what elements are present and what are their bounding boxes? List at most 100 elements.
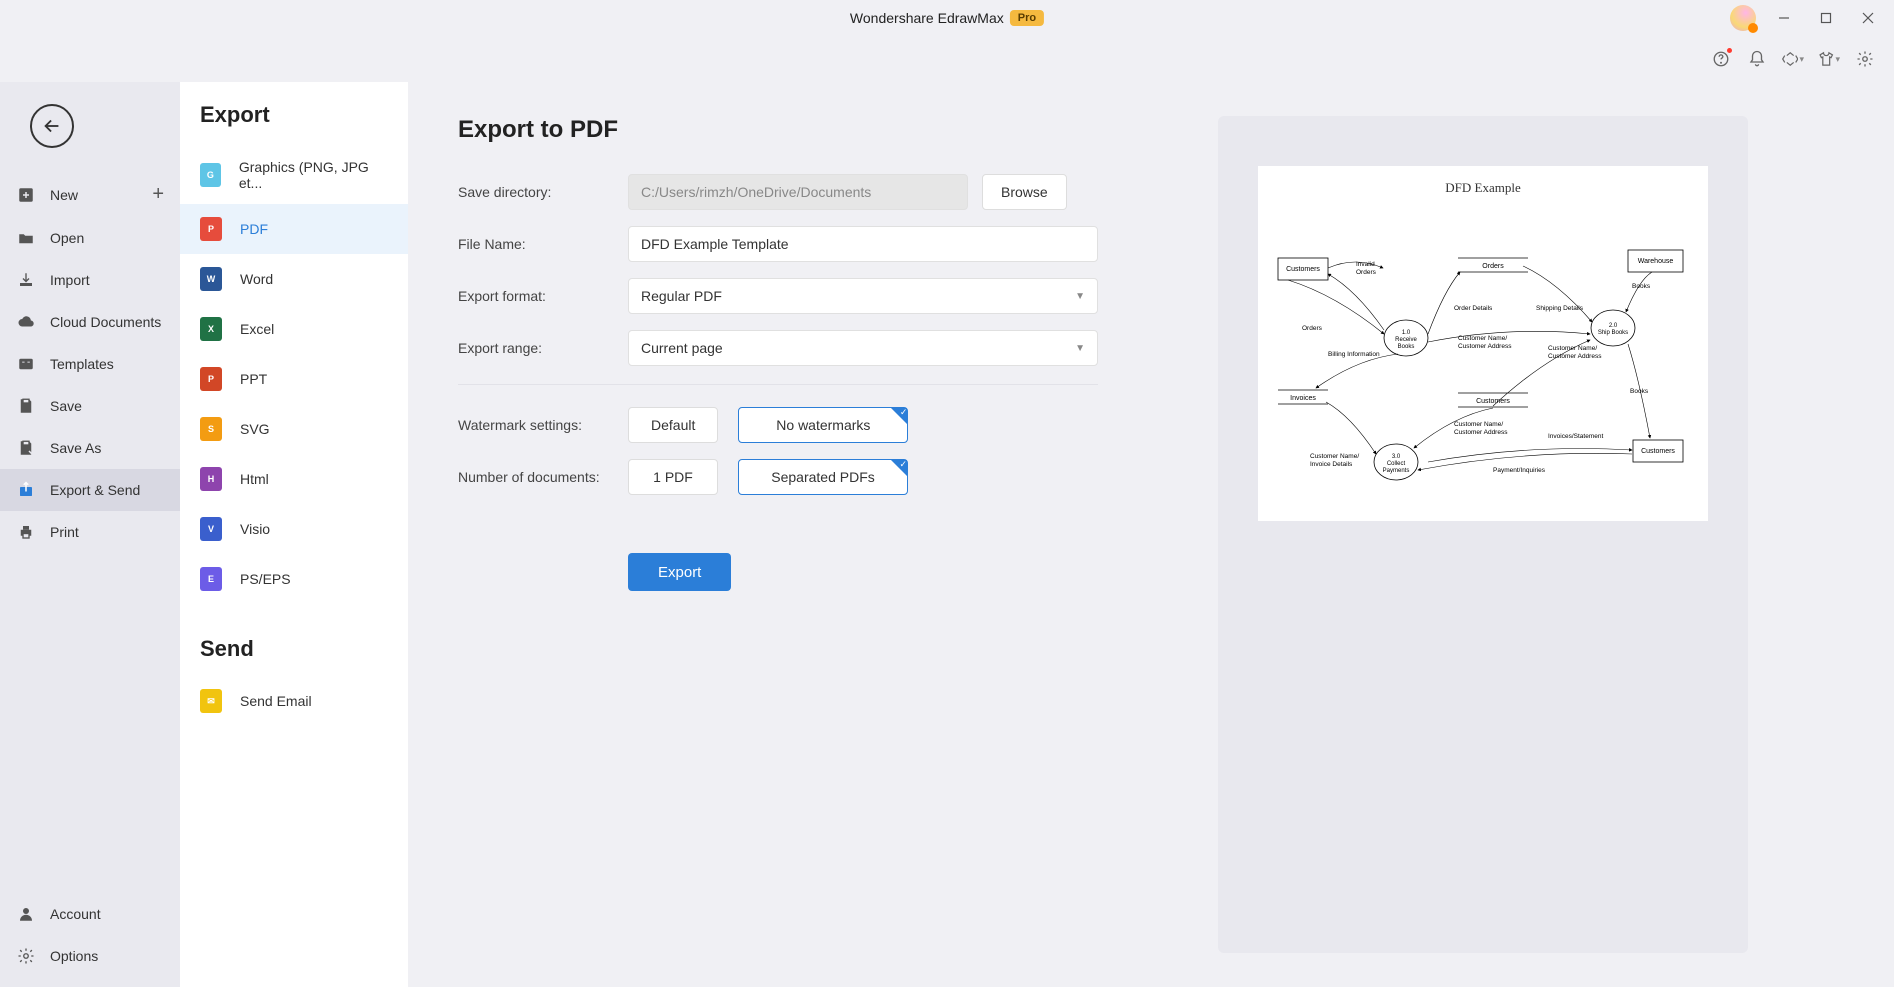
svg-text:Customer Name/: Customer Name/ [1548,345,1597,352]
minimize-button[interactable] [1770,6,1798,30]
nav-item-print[interactable]: Print [0,511,180,553]
svg-text:Customer Address: Customer Address [1454,429,1508,436]
shirt-icon[interactable]: ▾ [1818,48,1840,70]
nav-item-open[interactable]: Open [0,217,180,259]
nav-label: Cloud Documents [50,314,161,330]
nav-label: Save As [50,440,101,456]
send-heading: Send [180,604,408,676]
range-select[interactable]: Current page ▼ [628,330,1098,366]
nav-label: Save [50,398,82,414]
folder-icon [16,228,36,248]
file-icon: W [200,267,222,291]
nav-label: Import [50,272,90,288]
print-icon [16,522,36,542]
nav-item-import[interactable]: Import [0,259,180,301]
nav-item-export-send[interactable]: Export & Send [0,469,180,511]
export-type-label: Word [240,271,273,287]
svg-text:Invoice Details: Invoice Details [1310,461,1353,468]
nav-item-templates[interactable]: Templates [0,343,180,385]
nav-item-cloud-documents[interactable]: Cloud Documents [0,301,180,343]
format-label: Export format: [458,288,628,304]
chevron-down-icon: ▼ [1075,291,1085,302]
watermark-option-0[interactable]: Default [628,407,718,443]
range-label: Export range: [458,340,628,356]
keyboard-icon[interactable]: ▾ [1782,48,1804,70]
numdocs-option-0[interactable]: 1 PDF [628,459,718,495]
svg-text:Invoices/Statement: Invoices/Statement [1548,433,1603,440]
svg-text:Customer Name/: Customer Name/ [1310,453,1359,460]
export-type-svg[interactable]: SSVG [180,404,408,454]
svg-text:Payments: Payments [1383,468,1410,474]
numdocs-option-1[interactable]: Separated PDFs [738,459,908,495]
nav-label: Export & Send [50,482,140,498]
save-icon [16,396,36,416]
maximize-button[interactable] [1812,6,1840,30]
export-type-label: PS/EPS [240,571,291,587]
app-name-text: Wondershare EdrawMax [850,10,1004,26]
format-select[interactable]: Regular PDF ▼ [628,278,1098,314]
svg-text:Ship Books: Ship Books [1598,330,1628,336]
save-dir-label: Save directory: [458,184,628,200]
export-type-ppt[interactable]: P PPT [180,354,408,404]
titlebar: Wondershare EdrawMax Pro [0,0,1894,36]
export-type-label: Visio [240,521,270,537]
export-type-html[interactable]: HHtml [180,454,408,504]
plus-icon[interactable]: + [152,183,164,206]
export-button[interactable]: Export [628,553,731,591]
templates-icon [16,354,36,374]
export-type-word[interactable]: W Word [180,254,408,304]
export-type-label: PDF [240,221,268,237]
back-button[interactable] [30,104,74,148]
file-icon: S [200,417,222,441]
send-item-label: Send Email [240,693,312,709]
export-type-excel[interactable]: X Excel [180,304,408,354]
user-avatar[interactable] [1730,5,1756,31]
gear-icon [16,946,36,966]
nav-item-new[interactable]: New + [0,172,180,217]
numdocs-label: Number of documents: [458,469,628,485]
nav-label: Templates [50,356,114,372]
watermark-option-1[interactable]: No watermarks [738,407,908,443]
save-dir-input [628,174,968,210]
svg-text:Books: Books [1632,283,1651,290]
export-type-graphics-png-jpg-et[interactable]: GGraphics (PNG, JPG et... [180,146,408,204]
range-value: Current page [641,340,723,356]
mail-icon: ✉ [200,689,222,713]
svg-text:Customer Name/: Customer Name/ [1454,421,1503,428]
export-type-label: Graphics (PNG, JPG et... [239,159,388,191]
export-type-ps-eps[interactable]: EPS/EPS [180,554,408,604]
browse-button[interactable]: Browse [982,174,1067,210]
nav-item-save[interactable]: Save [0,385,180,427]
svg-text:Customers: Customers [1286,266,1320,273]
svg-text:Collect: Collect [1387,461,1406,467]
export-type-pdf[interactable]: PPDF [180,204,408,254]
svg-text:1.0: 1.0 [1402,330,1411,336]
svg-text:Orders: Orders [1482,263,1504,270]
bell-icon[interactable] [1746,48,1768,70]
svg-text:Orders: Orders [1302,325,1323,332]
svg-text:Customer Address: Customer Address [1458,343,1512,350]
pro-badge: Pro [1010,10,1044,26]
preview-page: DFD Example CustomersWarehouseCustomersO… [1258,166,1708,521]
file-name-input[interactable] [628,226,1098,262]
export-type-visio[interactable]: VVisio [180,504,408,554]
export-type-label: PPT [240,371,267,387]
help-icon[interactable] [1710,48,1732,70]
nav-label: Print [50,524,79,540]
app-title: Wondershare EdrawMax Pro [850,10,1044,26]
file-icon: P [200,367,222,391]
send-item-email[interactable]: ✉ Send Email [180,676,408,726]
export-type-panel: Export GGraphics (PNG, JPG et...PPDFWWor… [180,82,408,987]
nav-item-options[interactable]: Options [0,935,180,977]
nav-label: New [50,187,78,203]
svg-text:Payment/Inquiries: Payment/Inquiries [1493,467,1546,474]
top-toolbar: ▾ ▾ [0,36,1894,82]
file-icon: X [200,317,222,341]
nav-item-account[interactable]: Account [0,893,180,935]
settings-icon[interactable] [1854,48,1876,70]
nav-item-save-as[interactable]: Save As [0,427,180,469]
svg-text:Orders: Orders [1356,269,1377,276]
export-type-label: Excel [240,321,274,337]
export-type-label: Html [240,471,269,487]
close-button[interactable] [1854,6,1882,30]
